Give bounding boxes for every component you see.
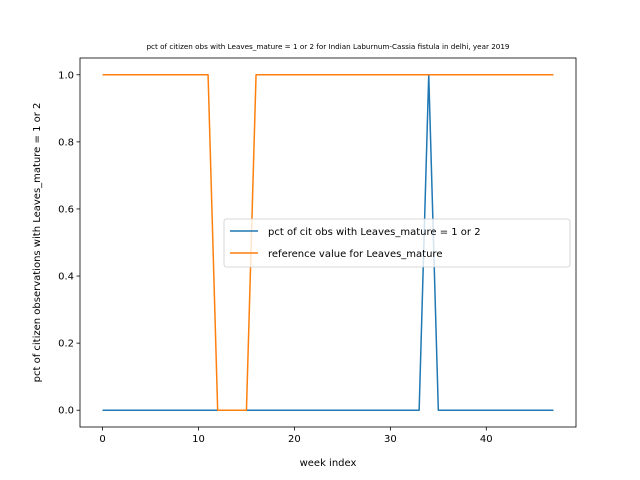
x-tick-label: 0 [99, 434, 105, 445]
plot-frame [79, 57, 577, 428]
x-tick-label: 30 [384, 434, 397, 445]
x-axis-label: week index [300, 458, 357, 469]
x-tick-label: 10 [192, 434, 205, 445]
series-layer [102, 74, 554, 411]
y-tick-label: 0.0 [58, 406, 74, 417]
y-tick-label: 0.4 [58, 272, 74, 283]
legend-label: pct of cit obs with Leaves_mature = 1 or… [268, 227, 481, 238]
x-axis: 0 10 20 30 40 [99, 427, 493, 445]
y-axis-label: pct of citizen observations with Leaves_… [32, 103, 43, 383]
y-tick-label: 0.6 [58, 204, 74, 215]
legend-box [223, 218, 571, 268]
chart-title: pct of citizen obs with Leaves_mature = … [147, 42, 510, 51]
series-line-1 [102, 74, 554, 411]
legend: pct of cit obs with Leaves_mature = 1 or… [223, 218, 571, 268]
y-tick-label: 0.2 [58, 339, 74, 350]
series-line-0 [102, 74, 554, 411]
legend-label: reference value for Leaves_mature [268, 249, 442, 260]
x-tick-label: 20 [288, 434, 301, 445]
y-tick-label: 0.8 [58, 137, 74, 148]
y-tick-label: 1.0 [58, 70, 74, 81]
x-tick-label: 40 [480, 434, 493, 445]
y-axis: 0.0 0.2 0.4 0.6 0.8 1.0 [58, 70, 80, 417]
